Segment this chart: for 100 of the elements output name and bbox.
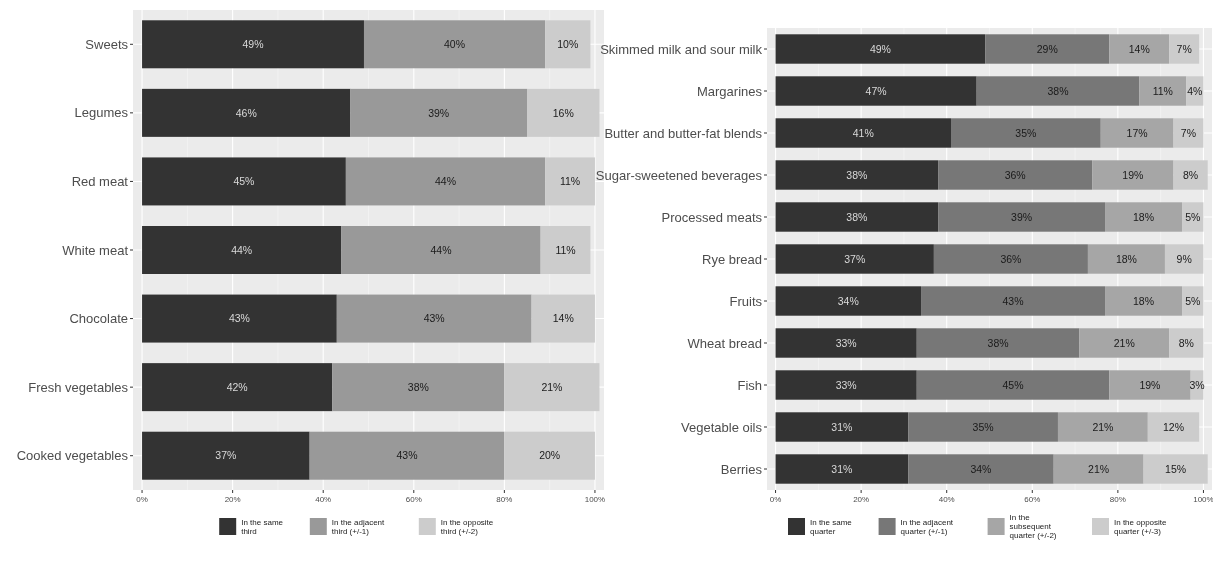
bar <box>142 88 351 137</box>
data-label: 33% <box>835 336 857 349</box>
data-label: 39% <box>1011 210 1033 223</box>
data-label: 7% <box>1176 42 1192 55</box>
legend-label: In the opposite third (+/-2) <box>440 517 494 536</box>
bar <box>341 226 541 274</box>
data-label: 3% <box>1189 378 1205 391</box>
bar <box>1053 454 1144 484</box>
data-label: 11% <box>1152 84 1173 97</box>
data-label: 18% <box>1115 252 1137 265</box>
data-label: 43% <box>1002 294 1024 307</box>
data-label: 14% <box>552 312 574 325</box>
data-label: 43% <box>228 312 250 325</box>
legend-label: In the same third <box>241 517 284 536</box>
bar <box>775 118 951 148</box>
data-label: 10% <box>557 37 579 50</box>
bar <box>921 286 1106 316</box>
data-label: 36% <box>1004 168 1026 181</box>
bar <box>985 34 1110 64</box>
x-tick-label: 0% <box>136 495 148 504</box>
bar <box>775 328 917 358</box>
legend-label: In the same quarter <box>810 517 853 536</box>
data-label: 45% <box>233 175 255 188</box>
data-label: 43% <box>396 449 418 462</box>
data-label: 21% <box>1113 336 1135 349</box>
bar <box>1164 244 1204 274</box>
data-label: 39% <box>428 106 450 119</box>
bar <box>938 202 1106 232</box>
bar <box>938 160 1093 190</box>
x-tick-label: 100% <box>584 495 606 504</box>
bar <box>775 454 909 484</box>
x-tick-label: 80% <box>496 495 513 504</box>
bar <box>1173 160 1208 190</box>
data-label: 8% <box>1183 168 1199 181</box>
bar <box>1100 118 1174 148</box>
data-label: 49% <box>869 42 891 55</box>
data-label: 40% <box>444 37 466 50</box>
y-tick-label: Vegetable oils <box>681 419 763 435</box>
bar <box>908 412 1058 442</box>
data-label: 44% <box>430 243 452 256</box>
y-tick-label: White meat <box>62 242 129 258</box>
bar <box>1105 286 1183 316</box>
bar <box>545 157 595 206</box>
data-label: 5% <box>1185 210 1201 223</box>
bar <box>1139 76 1187 106</box>
data-label: 41% <box>852 126 874 139</box>
bar <box>775 76 977 106</box>
y-tick-label: Butter and butter-fat blends <box>604 125 763 141</box>
bar <box>1173 118 1204 148</box>
bar <box>1147 412 1200 442</box>
data-label: 37% <box>844 252 866 265</box>
data-label: 43% <box>423 312 445 325</box>
bar <box>336 294 532 343</box>
bar <box>775 244 934 274</box>
bar <box>950 118 1101 148</box>
data-label: 18% <box>1133 294 1155 307</box>
bar <box>332 363 505 412</box>
bar <box>775 160 939 190</box>
y-tick-label: Processed meats <box>661 209 763 225</box>
data-label: 20% <box>539 449 561 462</box>
bar <box>142 20 364 69</box>
bar <box>363 20 546 69</box>
data-label: 19% <box>1139 378 1161 391</box>
data-label: 11% <box>559 175 581 188</box>
bar <box>142 157 346 206</box>
x-tick-label: 100% <box>1193 495 1214 504</box>
bar <box>540 226 591 274</box>
y-tick-label: Chocolate <box>69 311 128 327</box>
data-label: 12% <box>1162 420 1184 433</box>
legend-label: In the opposite quarter (+/-3) <box>1114 517 1168 536</box>
bar <box>1057 412 1148 442</box>
data-label: 8% <box>1178 336 1194 349</box>
bar <box>933 244 1088 274</box>
x-tick-label: 80% <box>1109 495 1126 504</box>
y-tick-label: Cooked vegetables <box>16 448 129 464</box>
data-label: 38% <box>846 168 868 181</box>
data-label: 34% <box>837 294 859 307</box>
bar <box>527 88 600 137</box>
x-tick-label: 40% <box>315 495 332 504</box>
data-label: 46% <box>235 106 257 119</box>
data-label: 21% <box>541 380 563 393</box>
data-label: 19% <box>1122 168 1144 181</box>
y-tick-label: Red meat <box>71 173 129 189</box>
legend-label: In the adjacent third (+/-1) <box>331 517 386 536</box>
bar <box>142 431 310 480</box>
data-label: 36% <box>1000 252 1022 265</box>
bar <box>142 363 333 412</box>
bar <box>1079 328 1170 358</box>
bar <box>775 286 922 316</box>
legend-label: In the adjacent quarter (+/-1) <box>900 517 954 536</box>
data-label: 21% <box>1092 420 1114 433</box>
data-label: 34% <box>970 462 992 475</box>
y-tick-label: Fish <box>737 377 762 393</box>
data-label: 4% <box>1187 84 1203 97</box>
data-label: 31% <box>831 420 853 433</box>
bar <box>545 20 591 69</box>
data-label: 49% <box>242 37 264 50</box>
data-label: 16% <box>552 106 574 119</box>
y-tick-label: Berries <box>720 461 763 477</box>
bar <box>350 88 528 137</box>
